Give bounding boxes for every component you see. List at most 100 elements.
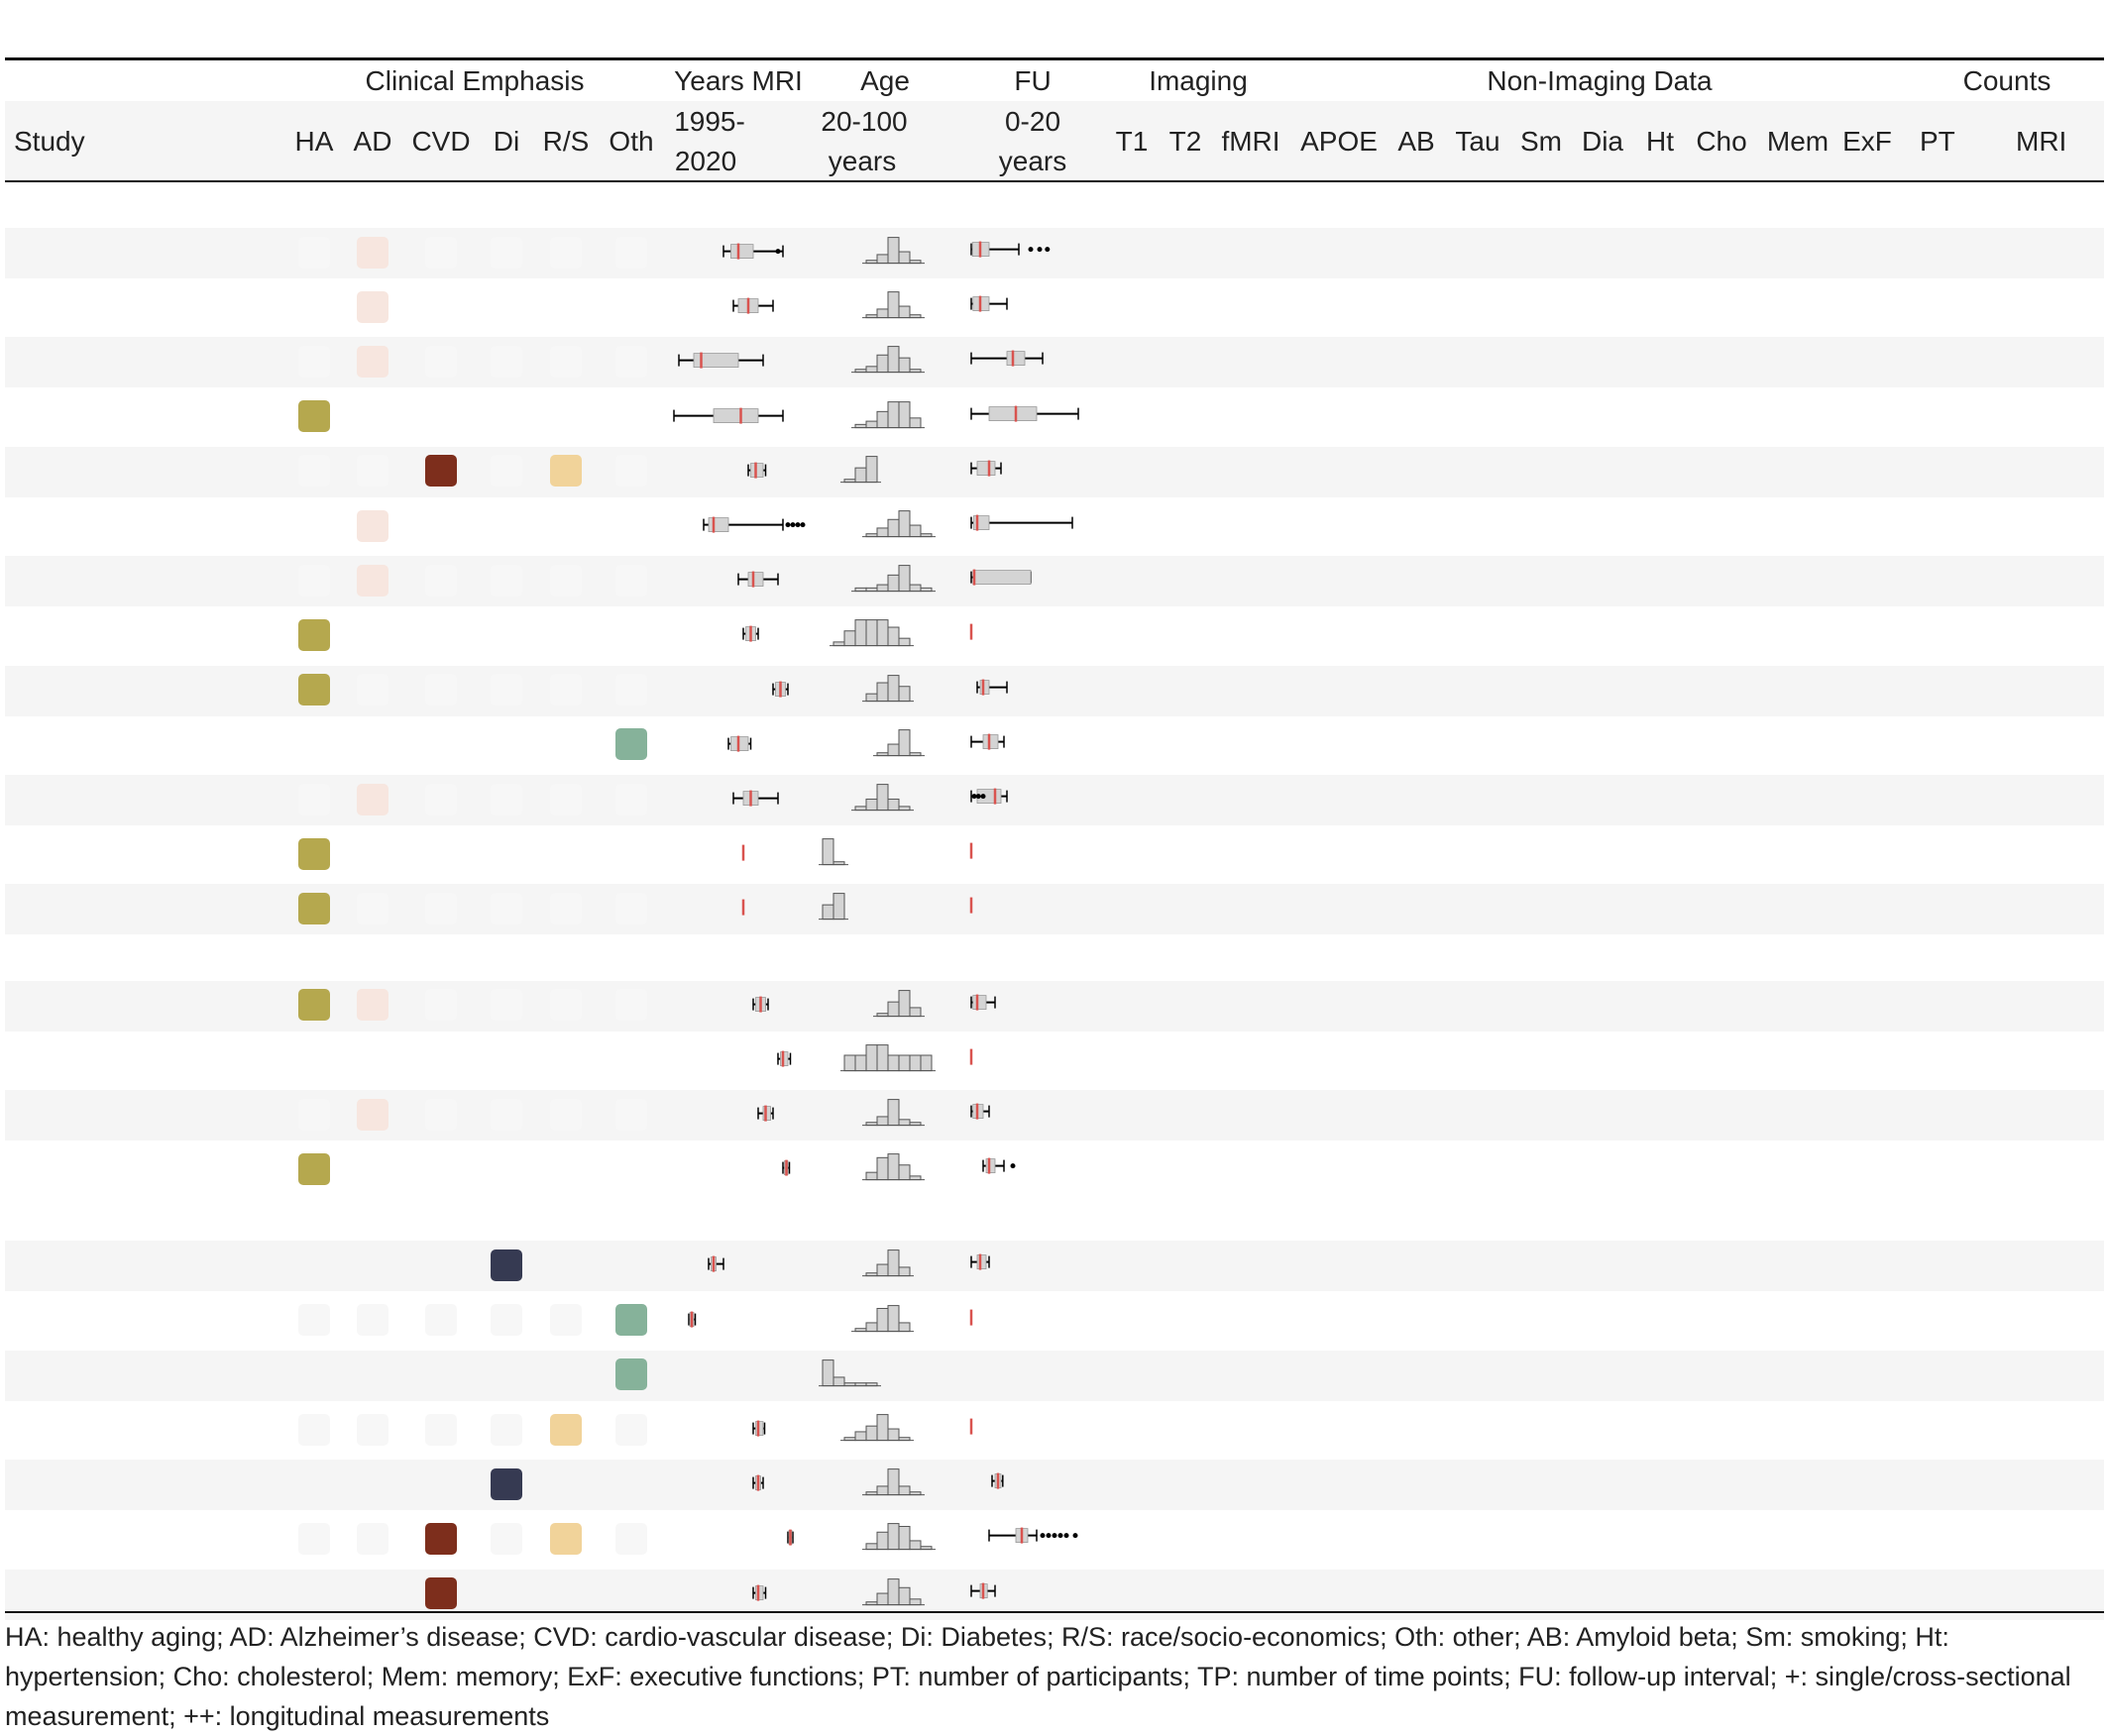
header-non-imaging: Non-Imaging Data [1487, 65, 1713, 96]
row-stripe [5, 980, 2104, 1031]
age-histogram-bar [898, 510, 911, 538]
age-histogram-bar [876, 1307, 889, 1332]
col-di: Di [493, 126, 520, 157]
age-histogram-bar [865, 455, 878, 483]
row-distribution-plots [777, 1043, 973, 1071]
age-histogram-bar [887, 575, 900, 593]
iqr-box [730, 244, 754, 260]
emphasis-swatch [550, 893, 582, 924]
age-histogram-bar [876, 1263, 889, 1277]
age-histogram-bar [898, 1119, 911, 1127]
header-years-mri: Years MRI [674, 65, 803, 96]
emphasis-swatch [550, 1523, 582, 1555]
emphasis-swatch [491, 1304, 522, 1336]
row-distribution-plots [673, 400, 1079, 428]
outlier-point [795, 522, 801, 528]
age-histogram-bar [876, 355, 889, 374]
row-distribution-plots [787, 1523, 1078, 1551]
col-t2: T2 [1168, 126, 1202, 157]
age-histogram-bar [898, 358, 911, 374]
iqr-box [693, 353, 739, 369]
emphasis-swatch [357, 674, 388, 705]
age-histogram-bar [822, 905, 834, 921]
emphasis-swatch [550, 1099, 582, 1131]
iqr-box [976, 1254, 987, 1270]
age-histogram-bar [887, 1577, 900, 1605]
row-distribution-plots [742, 619, 973, 647]
emphasis-swatch [425, 674, 457, 705]
col-exf: ExF [1842, 126, 1892, 157]
iqr-box [979, 679, 990, 695]
iqr-box [747, 572, 764, 588]
row-distribution-plots [752, 1414, 973, 1442]
emphasis-swatch [298, 346, 330, 378]
age-histogram-bar [887, 1054, 900, 1071]
emphasis-swatch [615, 1358, 647, 1390]
row-stripe [5, 228, 2104, 278]
age-histogram-bar [865, 1425, 878, 1442]
footnote: HA: healthy aging; AD: Alzheimer’s disea… [5, 1622, 2071, 1731]
age-histogram-bar [887, 1304, 900, 1332]
row-stripe [5, 556, 2104, 607]
row-stripe [5, 337, 2104, 388]
emphasis-swatch [425, 1577, 457, 1609]
emphasis-swatch [491, 674, 522, 705]
header-clinical-emphasis: Clinical Emphasis [365, 65, 585, 96]
emphasis-swatch [425, 565, 457, 597]
row-distribution-plots [782, 1153, 1016, 1181]
emphasis-swatch [298, 1304, 330, 1336]
emphasis-swatch [298, 838, 330, 870]
emphasis-swatch [615, 784, 647, 815]
age-histogram-bar [865, 1543, 878, 1551]
emphasis-swatch [298, 400, 330, 432]
age-histogram-bar [898, 728, 911, 756]
row-distribution-plots [737, 565, 1032, 593]
row-stripe [5, 1090, 2104, 1140]
outlier-point [971, 794, 977, 800]
age-histogram-bar [887, 1001, 900, 1017]
col-ad: AD [353, 126, 392, 157]
emphasis-swatch [425, 346, 457, 378]
emphasis-swatch [425, 1414, 457, 1446]
row-stripe [5, 1460, 2104, 1511]
col-ab: AB [1397, 126, 1435, 157]
header-counts: Counts [1962, 65, 2052, 96]
age-histogram-bar [909, 1054, 922, 1071]
age-histogram-bar [898, 1054, 911, 1071]
iqr-box [988, 405, 1038, 421]
emphasis-swatch [550, 989, 582, 1021]
age-histogram-bar [876, 308, 889, 319]
col-cvd: CVD [411, 126, 471, 157]
emphasis-swatch [491, 893, 522, 924]
age-histogram-bar [876, 527, 889, 538]
emphasis-swatch [491, 565, 522, 597]
age-histogram-bar [876, 619, 889, 647]
emphasis-swatch [491, 455, 522, 487]
age-histogram-bar [909, 1007, 922, 1017]
age-histogram-bar [898, 685, 911, 702]
iqr-box [708, 517, 729, 533]
age-histogram-bar [822, 1358, 834, 1386]
emphasis-swatch [491, 1523, 522, 1555]
emphasis-swatch [491, 1249, 522, 1281]
outlier-point [1046, 1533, 1052, 1539]
emphasis-swatch [615, 1099, 647, 1131]
age-histogram-bar [887, 518, 900, 538]
age-histogram-bar [898, 305, 911, 319]
emphasis-swatch [298, 1523, 330, 1555]
age-histogram-bar [876, 1532, 889, 1551]
emphasis-swatch [298, 237, 330, 269]
emphasis-swatch [357, 784, 388, 815]
age-histogram-bar [887, 291, 900, 319]
emphasis-swatch [615, 674, 647, 705]
row-distribution-plots [732, 291, 1008, 319]
col-mri: MRI [2016, 126, 2067, 157]
row-stripe [5, 665, 2104, 716]
emphasis-swatch [491, 784, 522, 815]
row-distribution-plots [752, 989, 996, 1017]
age-histogram-bar [909, 416, 922, 428]
emphasis-swatch [425, 989, 457, 1021]
age-histogram-bar [865, 366, 878, 374]
age-histogram-bar [832, 1376, 845, 1386]
